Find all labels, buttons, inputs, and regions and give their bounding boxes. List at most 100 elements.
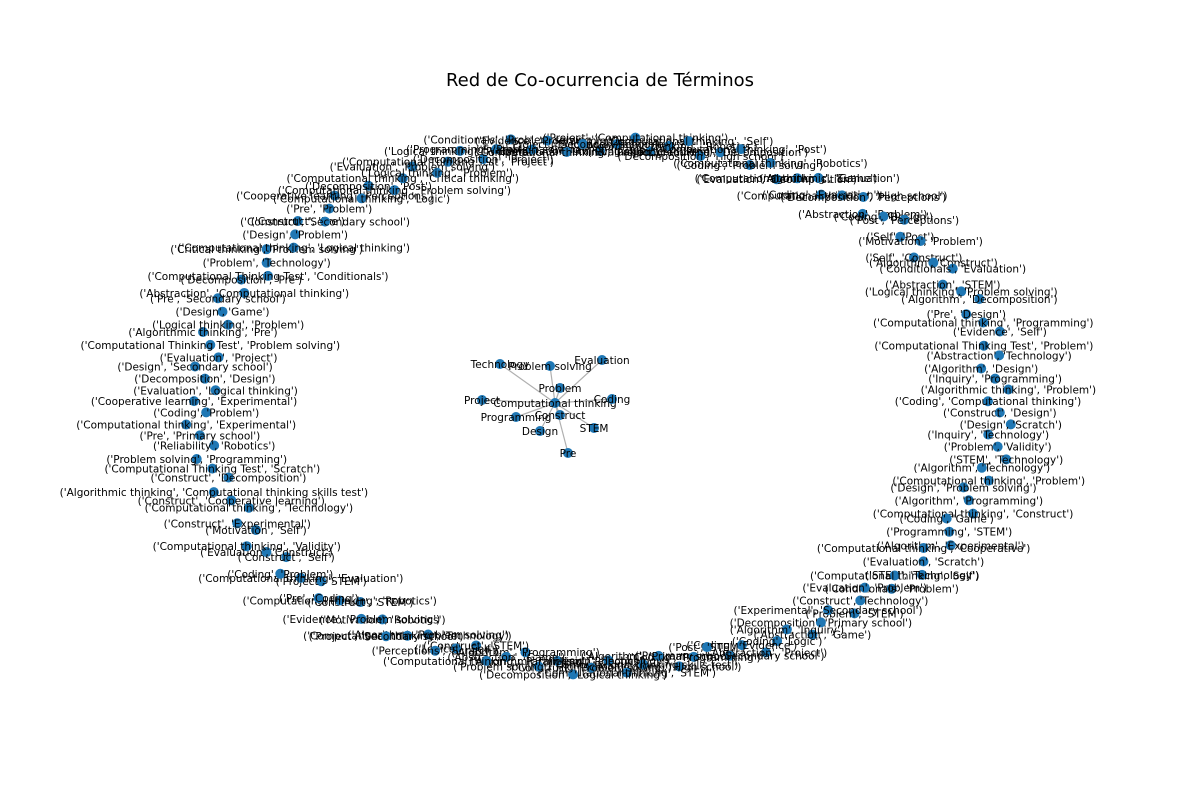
node-marker bbox=[407, 161, 418, 172]
graph-node: ('Programming', 'Decomposition') bbox=[632, 147, 808, 159]
graph-node: ('Abstraction', 'STEM') bbox=[885, 279, 1000, 292]
node-marker bbox=[744, 160, 755, 171]
node-marker bbox=[223, 319, 234, 330]
graph-node: ('Algorithmic thinking', 'Robotics') bbox=[469, 655, 646, 668]
node-marker bbox=[645, 146, 656, 157]
node-marker bbox=[859, 582, 870, 593]
graph-node: ('Construct', 'Experimental') bbox=[164, 518, 311, 530]
node-marker bbox=[858, 191, 869, 202]
node-marker bbox=[261, 244, 272, 255]
node-label: ('Evidence', 'Problem solving') bbox=[282, 614, 440, 626]
graph-node: ('Critical thinking', 'Problem solving') bbox=[170, 244, 363, 256]
graph-node: ('Computational thinking', 'Technology') bbox=[303, 630, 512, 643]
node-label: ('Project', 'Secondary school') bbox=[505, 139, 660, 151]
node-marker bbox=[288, 242, 299, 253]
node-marker bbox=[232, 518, 243, 529]
graph-node: ('Algorithm', 'Construct') bbox=[869, 257, 998, 270]
node-label: ('Motivation', 'Self') bbox=[205, 525, 306, 537]
node-marker bbox=[849, 608, 860, 619]
node-marker bbox=[250, 524, 261, 535]
node-marker bbox=[432, 167, 443, 178]
node-label: ('Abstraction', 'STEM') bbox=[885, 280, 1000, 292]
node-label: ('Inquiry', 'Programming') bbox=[928, 374, 1062, 386]
node-label: ('Algorithmic thinking', 'Pre') bbox=[128, 327, 277, 339]
node-label: ('Inquiry', 'Technology') bbox=[927, 430, 1049, 442]
node-label: Problem bbox=[539, 383, 582, 395]
graph-node: ('Evaluation', 'Scratch') bbox=[863, 556, 985, 568]
node-label: ('Decomposition', 'Primary school') bbox=[730, 617, 913, 629]
graph-node: ('Logical thinking', 'Problem solving') bbox=[865, 286, 1058, 298]
node-label: ('Algorithmic', 'Game') bbox=[760, 173, 878, 185]
node-label: ('Computational thinking', 'Parallelism'… bbox=[383, 656, 590, 668]
node-marker bbox=[397, 173, 408, 184]
graph-node: ('Post', 'Perceptions') bbox=[850, 214, 959, 227]
graph-node: ('Programming', 'Problem solving') bbox=[406, 144, 587, 156]
graph-node-central: Computational thinking bbox=[493, 398, 617, 410]
node-label: ('Coding', 'Problem solving') bbox=[676, 160, 823, 172]
graph-node: ('Construct', 'Decomposition') bbox=[151, 472, 307, 484]
graph-node: ('Decomposition', 'Logical thinking') bbox=[479, 669, 667, 681]
node-marker bbox=[189, 396, 200, 407]
node-marker bbox=[813, 172, 824, 183]
node-label: ('Perceptions', 'Scratch') bbox=[372, 646, 499, 658]
node-label: ('Construct', 'Design') bbox=[943, 408, 1057, 420]
node-label: ('Programming', 'Problem solving') bbox=[406, 144, 587, 156]
graph-node: ('Problem solving', 'High school') bbox=[453, 661, 624, 674]
node-marker bbox=[212, 293, 223, 304]
graph-node: ('Algorithm', 'Technology') bbox=[914, 462, 1050, 475]
central-nodes-layer: Computational thinking Problem solvingTec… bbox=[464, 355, 630, 460]
graph-node-central: Evaluation bbox=[574, 355, 630, 367]
node-label: ('Logical thinking', 'Problem solving') bbox=[865, 286, 1058, 298]
node-label: ('Computational thinking', 'Cooperative'… bbox=[817, 543, 1031, 555]
node-label: ('Decomposition', 'Project') bbox=[413, 154, 554, 166]
graph-node-central: Problem bbox=[539, 383, 582, 395]
node-label: ('Abstraction', 'Technology') bbox=[926, 350, 1071, 362]
node-label: ('Construct', 'Decomposition') bbox=[151, 472, 307, 484]
node-marker bbox=[815, 617, 826, 628]
graph-node: ('Decomposition', 'Primary school') bbox=[730, 617, 913, 629]
node-marker bbox=[577, 139, 588, 150]
graph-edge bbox=[554, 398, 613, 404]
node-label: ('Computational Thinking Test', 'Conditi… bbox=[147, 271, 388, 283]
graph-node: ('Evaluation', 'Game') bbox=[476, 144, 589, 156]
node-marker bbox=[533, 661, 544, 672]
graph-node: ('Algorithm', 'Experimental') bbox=[877, 540, 1025, 552]
node-marker bbox=[477, 395, 487, 405]
graph-node: ('Problem solving', 'Programming') bbox=[106, 454, 287, 466]
graph-node: ('Abstraction', 'Game') bbox=[447, 651, 565, 664]
graph-node: ('Computational thinking', 'Post') bbox=[655, 144, 827, 156]
node-marker bbox=[586, 662, 597, 673]
node-label: ('Construct', 'STEM') bbox=[307, 597, 413, 609]
node-marker bbox=[535, 426, 545, 436]
node-marker bbox=[761, 647, 772, 658]
node-marker bbox=[878, 211, 889, 222]
node-label: ('Decomposition', 'Logical thinking') bbox=[479, 669, 667, 681]
node-label: ('Abstraction', 'Game') bbox=[754, 630, 872, 642]
node-label: ('Computational thinking', 'Self') bbox=[604, 136, 773, 148]
graph-node: ('Computational Thinking Test', 'Scratch… bbox=[104, 463, 320, 476]
node-label: ('Conditionals', 'Problem') bbox=[825, 584, 959, 596]
node-label: ('Coding', 'Game') bbox=[899, 513, 993, 525]
node-label: ('Motivation', 'Problem') bbox=[858, 236, 983, 248]
node-label: ('Critical thinking', 'Problem solving') bbox=[170, 244, 363, 256]
node-label: ('Evaluation', 'Scratch') bbox=[863, 556, 985, 568]
node-marker bbox=[552, 655, 563, 666]
graph-node: ('Experimental', 'Secondary school') bbox=[734, 605, 923, 617]
node-marker bbox=[612, 139, 623, 150]
node-label: ('Pre', 'Coding') bbox=[279, 593, 359, 605]
graph-node: ('Computational thinking', 'Robotics') bbox=[673, 157, 868, 170]
node-label: ('Design', 'Scratch') bbox=[960, 419, 1062, 431]
graph-node: ('Inquiry', 'Technology') bbox=[927, 429, 1049, 442]
node-marker bbox=[947, 263, 958, 274]
node-marker bbox=[992, 441, 1003, 452]
node-marker bbox=[792, 173, 803, 184]
node-marker bbox=[442, 156, 453, 167]
graph-node: ('Algorithm', 'Inquiry') bbox=[730, 624, 844, 636]
node-label: ('Decomposition', 'Post') bbox=[305, 181, 432, 193]
graph-node: ('Design', 'Technology') bbox=[548, 655, 669, 668]
graph-node-central: STEM bbox=[580, 423, 608, 435]
node-label: ('Evaluation', 'Construct') bbox=[200, 547, 333, 559]
node-marker bbox=[956, 286, 967, 297]
node-label: ('Algorithm', 'Design') bbox=[924, 363, 1038, 375]
